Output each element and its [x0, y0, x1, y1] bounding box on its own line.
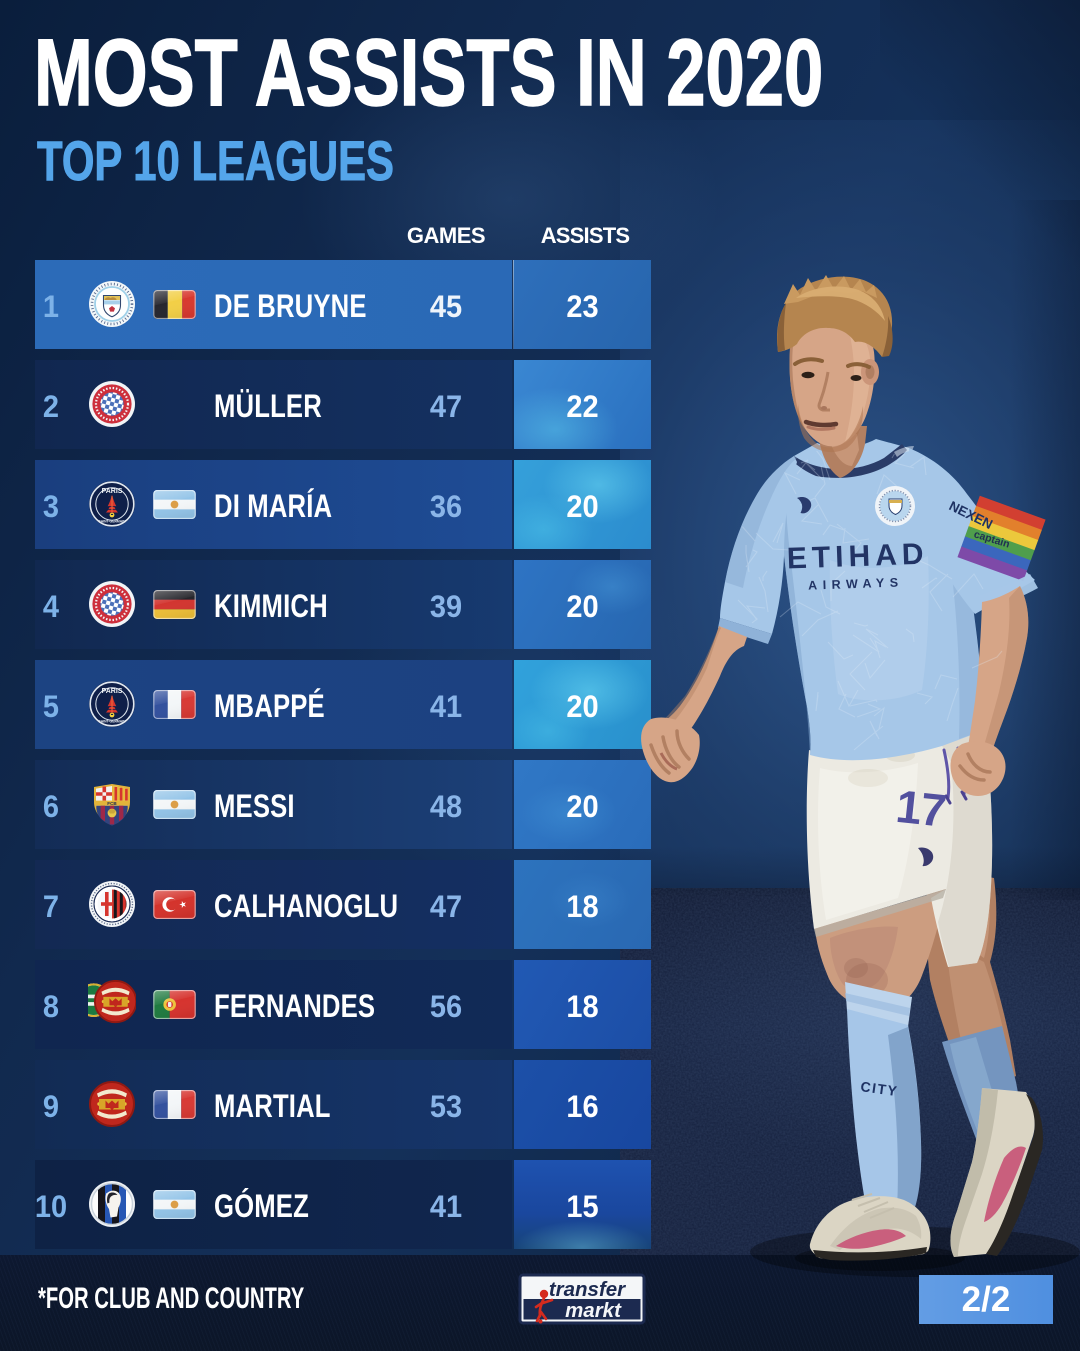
svg-text:CITY: CITY	[860, 1078, 900, 1099]
svg-text:SAINT-GERMAIN: SAINT-GERMAIN	[98, 720, 126, 724]
svg-text:FCB: FCB	[107, 801, 117, 806]
svg-text:transfer: transfer	[549, 1278, 626, 1301]
svg-text:PARIS: PARIS	[102, 688, 123, 695]
svg-text:AIRWAYS: AIRWAYS	[808, 575, 904, 592]
svg-text:PARIS: PARIS	[102, 488, 123, 495]
svg-text:SAINT-GERMAIN: SAINT-GERMAIN	[98, 520, 126, 524]
svg-text:17: 17	[894, 780, 948, 837]
svg-text:ETIHAD: ETIHAD	[786, 538, 929, 576]
svg-text:markt: markt	[565, 1299, 622, 1322]
